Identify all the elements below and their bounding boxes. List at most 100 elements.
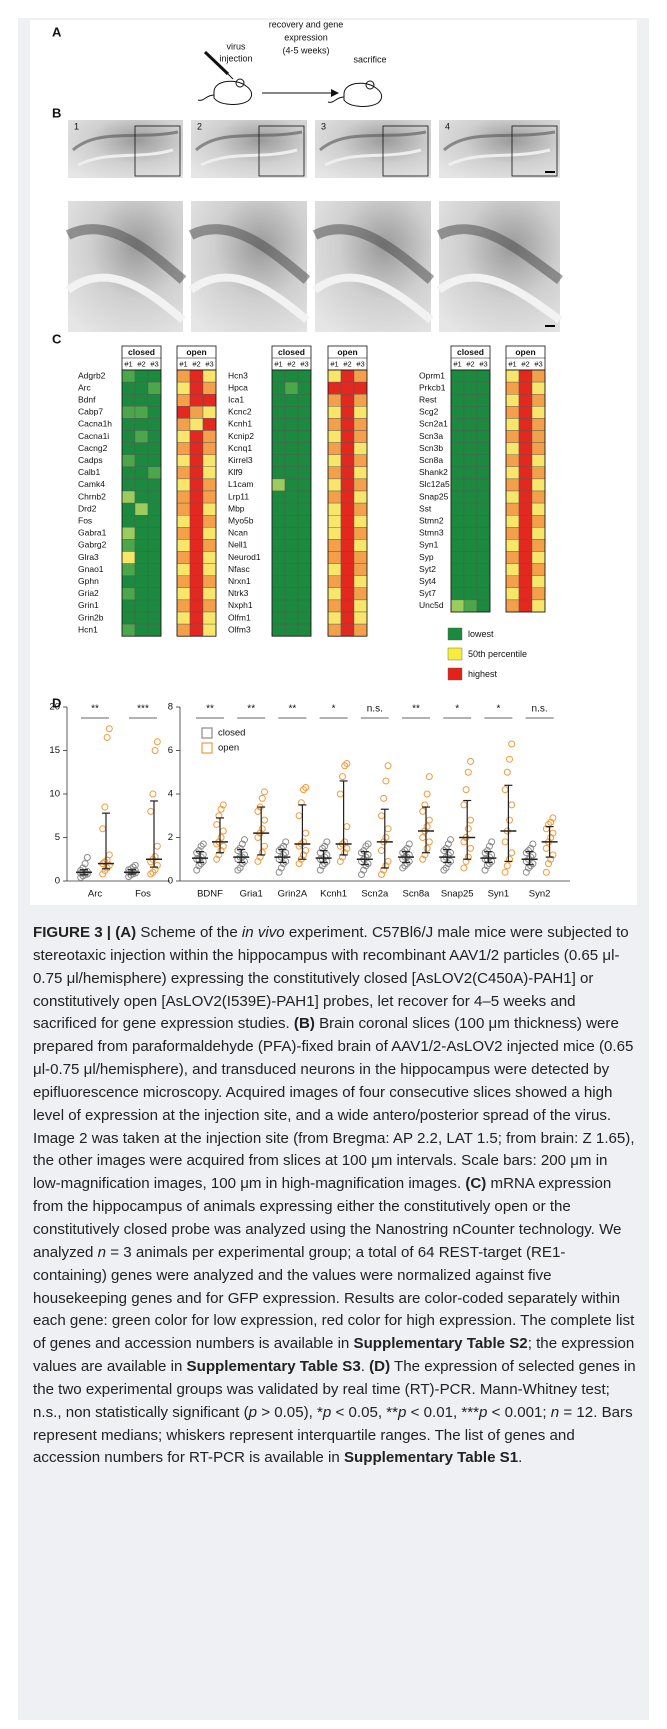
heatmap-cell [463,587,478,601]
heatmap-cell [476,418,491,431]
gene-label: Adgrb2 [78,370,106,380]
heatmap-cell [327,551,342,564]
gene-label: Kcnc2 [228,407,252,417]
heatmap-cell [271,611,286,625]
heatmap-cell [353,611,368,625]
heatmap-cell [176,502,191,516]
data-point [83,854,91,862]
mouse-ear [365,80,375,90]
heatmap-cell [505,442,520,455]
heatmap-cell [450,490,465,504]
heatmap-cell [176,563,191,576]
data-point [261,788,268,796]
data-point [545,820,552,828]
heatmap-cell [518,515,533,528]
mouse [213,80,253,105]
heatmap-cell [271,406,286,419]
heatmap-cell [505,502,520,516]
gene-label: Grin1 [78,600,99,610]
legend-swatch [447,667,463,681]
heatmap-cell [531,394,546,407]
heatmap-cell [353,454,368,468]
data-point [382,862,390,870]
heatmap-cell [353,599,368,613]
heatmap-cell [505,575,520,589]
heatmap-cell [353,502,368,516]
heatmap-cell [297,466,312,480]
column-header: open [515,347,535,357]
heatmap-cell [202,623,217,637]
heatmap-cell [531,478,546,492]
heatmap-cell [121,478,136,492]
heatmap-cell [463,515,478,528]
heatmap-cell [353,369,368,383]
replicate-label: #1 [508,359,516,368]
x-tick-label: Snap25 [441,889,474,900]
heatmap-cell [202,599,217,613]
heatmap-cell [202,563,217,576]
data-point [254,857,262,865]
heatmap-cell [340,418,355,431]
data-point [527,862,535,870]
slice-image [439,120,560,178]
heatmap-cell [353,490,368,504]
data-point [486,860,493,868]
heatmap-cell [340,442,355,455]
heatmap-cell [450,563,465,576]
data-point [378,870,385,878]
slice-structure [312,224,435,284]
significance-label: ** [206,704,214,715]
heatmap-cell [518,381,533,395]
heatmap-cell [297,430,312,443]
heatmap-cell [463,406,478,419]
heatmap-cell [518,599,533,613]
slice-structure [188,224,311,284]
heatmap-cell [476,454,491,468]
heatmap-cell [476,369,491,383]
heatmap-cell [340,394,355,407]
replicate-label: #2 [521,359,529,368]
gene-label: Mbp [228,503,245,513]
heatmap-cell [147,418,162,431]
heatmap-cell [189,587,204,601]
zoom-box [382,125,429,177]
heatmap-cell [476,551,491,564]
heatmap-cell [327,454,342,468]
legend-swatch [447,627,463,641]
gene-label: Kcnh1 [228,419,252,429]
heatmap-cell [450,466,465,480]
heatmap-cell [340,575,355,589]
syringe [203,50,230,76]
data-point [277,864,285,872]
replicate-label: #3 [534,359,542,368]
heatmap-cell [284,430,299,443]
heatmap-cell [189,430,204,443]
gene-label: Kcnip2 [228,431,254,441]
data-point [401,847,409,855]
heatmap-cell [518,478,533,492]
mouse-ear [235,78,245,88]
heatmap-cell [121,527,136,540]
data-point [147,870,155,878]
heatmap-cell [531,406,546,419]
heatmap-cell [476,527,491,540]
caption: FIGURE 3 | (A) Scheme of the in vivo exp… [33,922,637,1470]
heatmap-cell [134,406,149,419]
heatmap-cell [531,563,546,576]
significance-label: ** [247,704,255,715]
heatmap-cell [176,527,191,540]
data-point [506,816,513,824]
heatmap-cell [463,539,478,552]
heatmap-cell [271,599,286,613]
heatmap-cell [450,502,465,516]
heatmap-cell [189,418,204,431]
heatmap-cell [134,515,149,528]
gene-label: Stmn2 [419,516,444,526]
heatmap-cell [176,611,191,625]
heatmap-cell [463,575,478,589]
heatmap-cell [505,478,520,492]
data-point [547,834,555,841]
heatmap-cell [450,575,465,589]
heatmap-cell [327,575,342,589]
heatmap-cell [531,575,546,589]
